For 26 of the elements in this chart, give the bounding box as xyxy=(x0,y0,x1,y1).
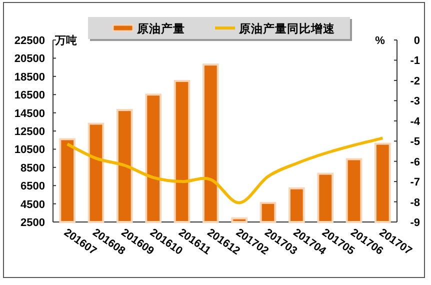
y2-tick-label: -8 xyxy=(410,196,420,209)
legend-label: 原油产量 xyxy=(136,22,185,36)
y-tick-label: 4500 xyxy=(20,198,45,211)
legend-label: 原油产量同比增速 xyxy=(238,22,335,36)
y-tick-label: 18500 xyxy=(14,71,45,84)
y2-tick-label: -6 xyxy=(410,156,420,168)
y-tick-label: 16500 xyxy=(14,90,45,102)
y-tick-label: 2500 xyxy=(20,217,45,229)
y2-tick-label: 0 xyxy=(414,35,420,47)
y2-tick-label: -1 xyxy=(410,55,420,68)
y2-tick-label: -9 xyxy=(410,217,420,229)
y2-tick-label: -7 xyxy=(410,176,420,189)
y-axis-title: 万吨 xyxy=(54,34,77,47)
y2-tick-label: -4 xyxy=(410,116,421,128)
y-tick-label: 10500 xyxy=(14,144,45,156)
line-series xyxy=(66,136,384,204)
y2-tick-label: -2 xyxy=(410,75,420,88)
y-tick-label: 22500 xyxy=(14,35,45,47)
y2-tick-label: -5 xyxy=(410,136,420,148)
y-tick-label: 12500 xyxy=(14,126,45,138)
y2-tick-label: -3 xyxy=(410,96,420,108)
y-tick-label: 20500 xyxy=(14,53,45,66)
y-tick-label: 8500 xyxy=(20,162,45,174)
y2-axis-title: % xyxy=(375,35,386,47)
y-tick-label: 6500 xyxy=(20,180,45,193)
y-tick-label: 14500 xyxy=(14,108,45,120)
